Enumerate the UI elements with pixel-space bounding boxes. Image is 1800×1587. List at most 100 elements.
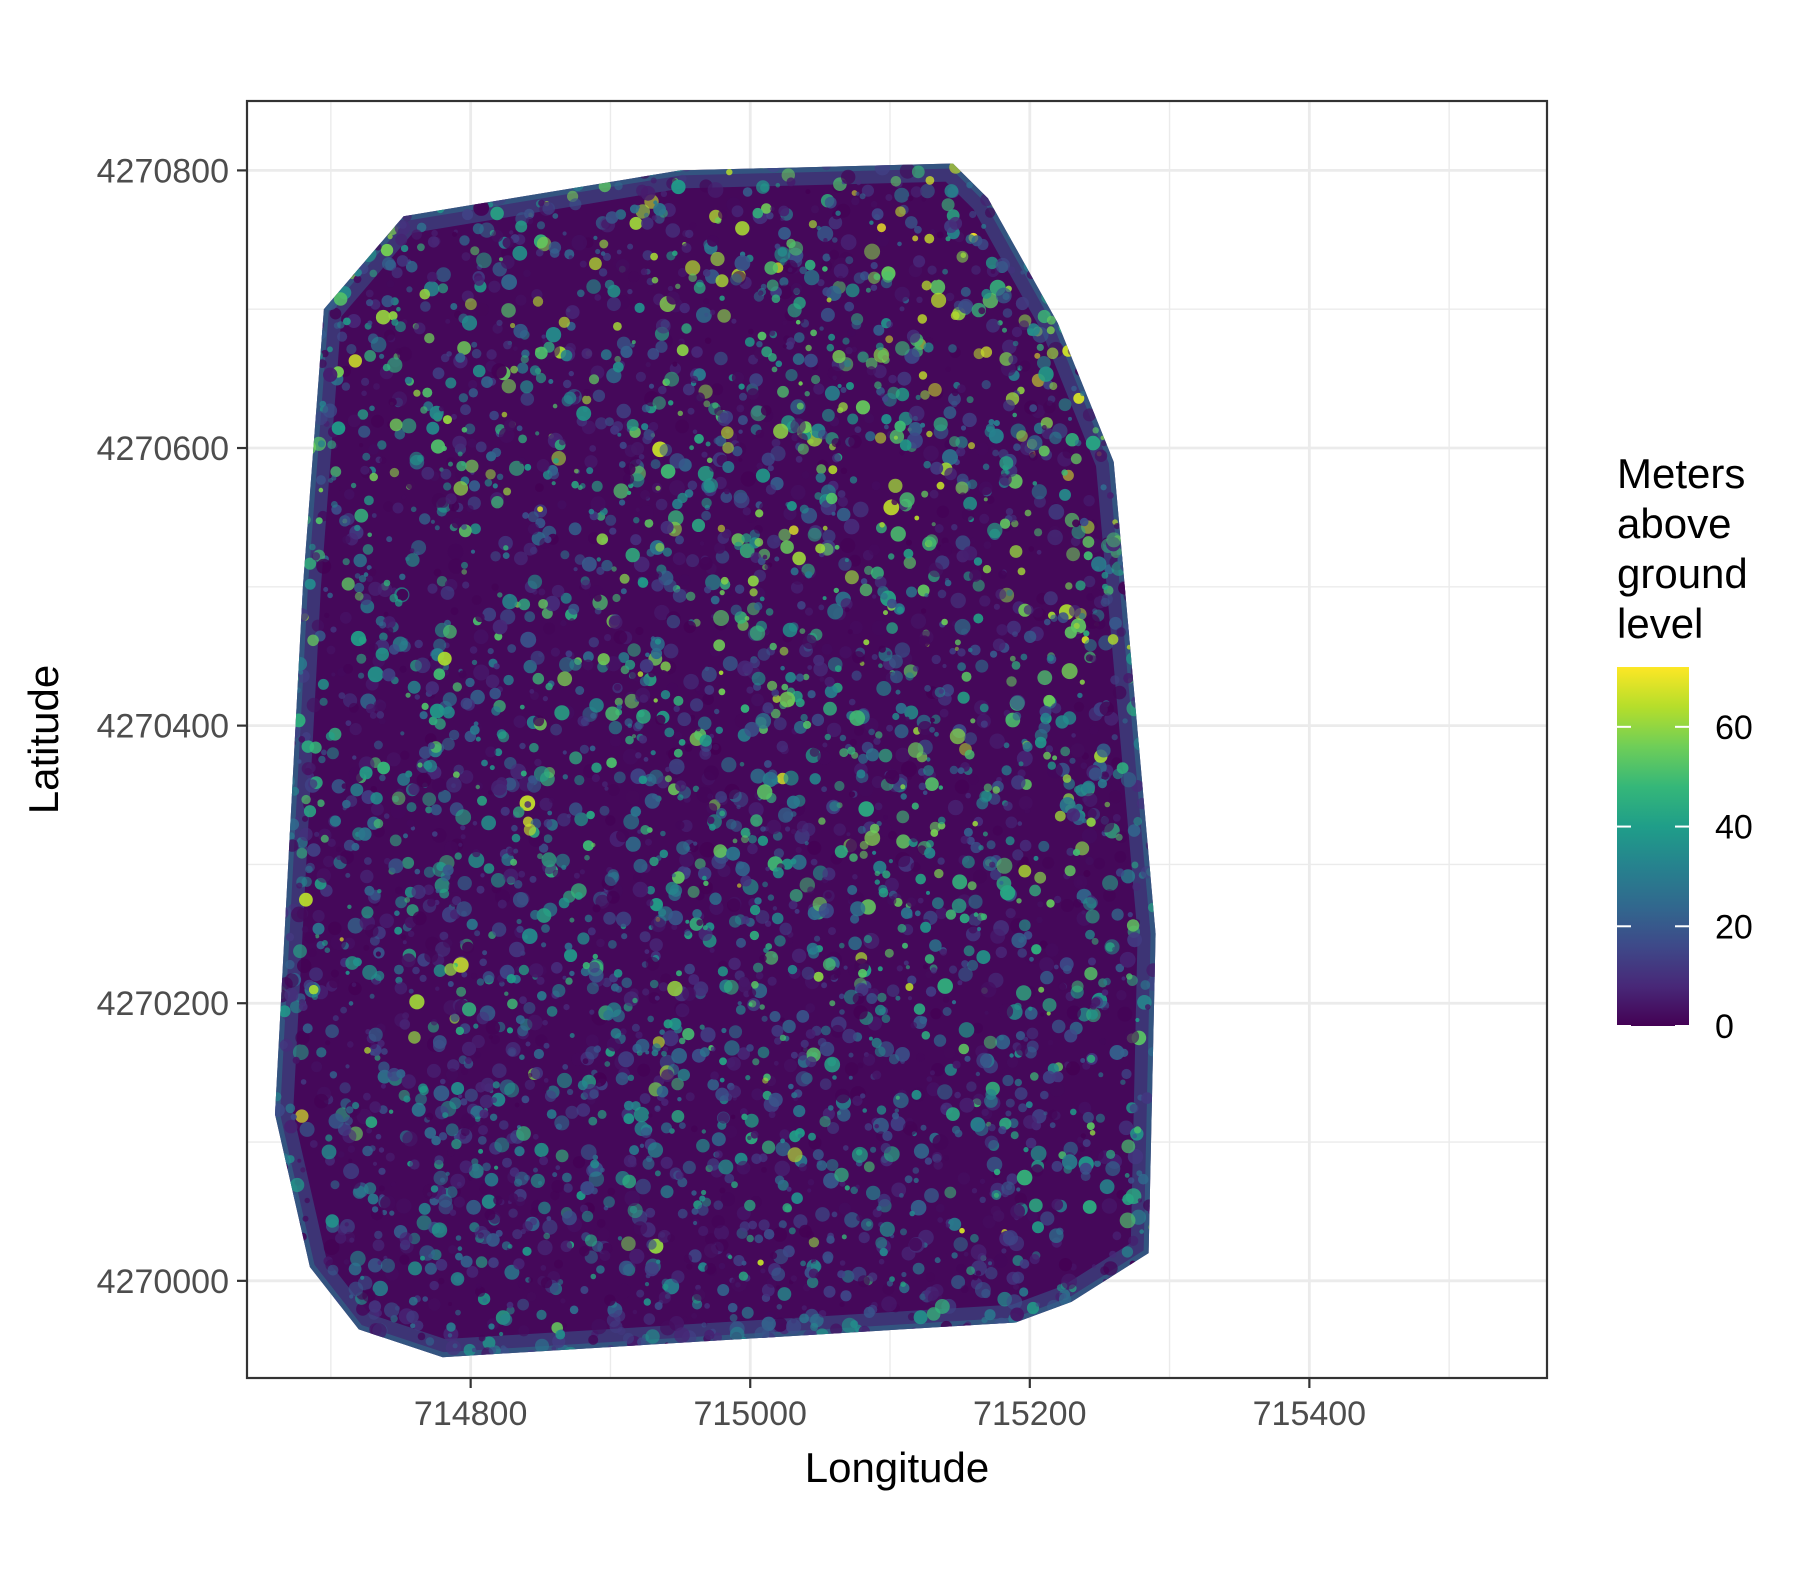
canopy-cell	[942, 1007, 952, 1016]
canopy-cell	[633, 1106, 650, 1123]
canopy-cell	[347, 1145, 356, 1153]
canopy-cell	[714, 1150, 723, 1159]
canopy-cell	[513, 346, 518, 351]
canopy-cell	[980, 720, 988, 728]
canopy-cell	[625, 790, 640, 805]
canopy-cell	[336, 854, 342, 861]
canopy-cell	[420, 301, 431, 312]
canopy-cell	[961, 508, 975, 521]
canopy-cell	[1062, 774, 1072, 783]
canopy-cell	[766, 819, 782, 835]
canopy-cell	[646, 1239, 657, 1250]
canopy-cell	[714, 542, 726, 554]
canopy-cell	[458, 842, 463, 847]
canopy-cell	[1083, 792, 1098, 808]
canopy-cell	[794, 332, 805, 343]
canopy-cell	[875, 1237, 888, 1249]
canopy-cell	[685, 260, 701, 276]
canopy-cell	[541, 924, 550, 933]
canopy-cell	[817, 1037, 827, 1047]
canopy-cell	[509, 322, 516, 329]
canopy-cell	[466, 1266, 479, 1278]
canopy-cell	[1083, 630, 1090, 637]
canopy-cell	[943, 1047, 956, 1059]
canopy-cell	[629, 1145, 640, 1156]
canopy-cell	[509, 941, 525, 958]
canopy-cell	[621, 1236, 636, 1251]
canopy-cell	[316, 558, 332, 574]
canopy-cell	[644, 518, 654, 528]
canopy-cell	[369, 472, 379, 482]
canopy-cell	[895, 689, 901, 695]
canopy-cell	[630, 534, 642, 546]
canopy-cell	[579, 1246, 590, 1257]
canopy-cell	[315, 517, 323, 525]
canopy-cell	[473, 629, 489, 645]
canopy-cell	[471, 1347, 477, 1353]
canopy-cell	[1006, 1056, 1019, 1068]
canopy-cell	[845, 283, 860, 298]
canopy-cell	[475, 1256, 488, 1268]
canopy-cell	[1005, 908, 1016, 919]
canopy-cell	[937, 816, 946, 825]
canopy-cell	[705, 1233, 718, 1246]
canopy-cell	[613, 969, 623, 978]
canopy-cell	[693, 1288, 706, 1301]
canopy-cell	[697, 1204, 709, 1216]
canopy-cell	[644, 1262, 659, 1277]
canopy-cell	[1086, 817, 1096, 827]
canopy-cell	[605, 815, 616, 826]
canopy-cell	[603, 252, 611, 261]
canopy-cell	[968, 647, 973, 653]
canopy-cell	[1042, 1070, 1056, 1084]
canopy-cell	[604, 279, 615, 290]
canopy-cell	[353, 553, 367, 568]
canopy-cell	[442, 1112, 449, 1119]
plot-panel	[245, 99, 1549, 1380]
canopy-cell	[301, 926, 309, 933]
canopy-cell	[1025, 1101, 1033, 1109]
canopy-cell	[499, 1313, 513, 1327]
canopy-cell	[877, 822, 892, 837]
canopy-cell	[718, 1159, 734, 1175]
canopy-cell	[691, 518, 706, 533]
canopy-cell	[552, 1172, 558, 1178]
canopy-cell	[660, 464, 676, 479]
canopy-cell	[730, 273, 743, 286]
canopy-cell	[548, 241, 562, 254]
canopy-cell	[738, 1271, 749, 1281]
canopy-cell	[917, 897, 924, 904]
canopy-cell	[874, 802, 883, 811]
canopy-cell	[369, 269, 378, 278]
canopy-cell	[773, 848, 785, 859]
canopy-cell	[408, 988, 414, 994]
canopy-cell	[800, 1260, 806, 1267]
canopy-cell	[924, 593, 929, 598]
canopy-cell	[714, 351, 728, 366]
canopy-cell	[942, 996, 950, 1003]
canopy-cell	[984, 1135, 999, 1150]
canopy-cell	[975, 442, 989, 456]
canopy-cell	[828, 927, 836, 936]
canopy-cell	[851, 1146, 868, 1163]
canopy-cell	[375, 309, 391, 325]
canopy-cell	[1112, 814, 1121, 822]
canopy-cell	[485, 1020, 500, 1035]
canopy-cell	[960, 835, 969, 844]
canopy-cell	[1132, 1133, 1137, 1139]
canopy-cell	[337, 486, 343, 491]
canopy-cell	[698, 1225, 709, 1237]
canopy-cell	[1124, 1029, 1140, 1044]
canopy-cell	[443, 482, 452, 491]
canopy-cell	[666, 291, 680, 305]
canopy-cell	[734, 713, 750, 728]
canopy-cell	[976, 1052, 992, 1069]
canopy-cell	[328, 921, 342, 935]
canopy-cell	[424, 949, 439, 963]
canopy-cell	[742, 507, 751, 516]
canopy-cell	[609, 527, 617, 535]
canopy-cell	[644, 1282, 650, 1287]
canopy-cell	[1087, 1054, 1096, 1063]
canopy-cell	[323, 855, 335, 868]
canopy-cell	[805, 1003, 816, 1013]
